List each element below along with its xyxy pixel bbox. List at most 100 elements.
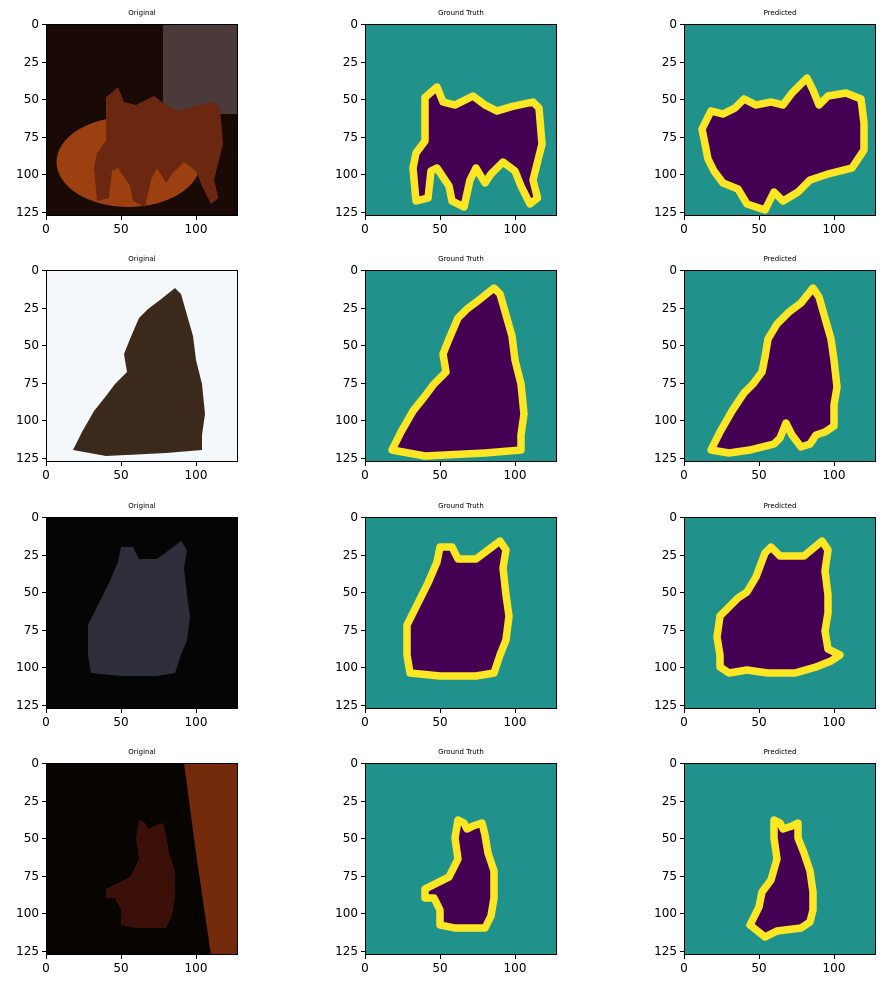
mask-image-panel: Ground Truth 0 25 50 75 100 125 0 50 100: [335, 502, 557, 729]
x-tick-label: 100: [503, 715, 527, 729]
x-tick: [196, 955, 197, 959]
original-image-panel: Original 0 25 50 75 100 125 0 50 100: [16, 255, 238, 482]
panel-title: Ground Truth: [438, 9, 484, 17]
x-tick-label: 50: [113, 961, 129, 975]
y-tick-label: 0: [350, 263, 358, 277]
segmentation-mask: [684, 270, 876, 462]
y-tick: [42, 99, 46, 100]
x-tick-label: 50: [113, 715, 129, 729]
x-tick-label: 0: [42, 468, 50, 482]
y-tick-label: 25: [23, 547, 39, 562]
y-tick: [42, 592, 46, 593]
y-tick-label: 0: [669, 17, 677, 31]
y-tick: [361, 704, 365, 706]
mask-image-panel: Predicted 0 25 50 75 100 125 0 50 100: [654, 9, 876, 236]
y-tick: [42, 457, 46, 459]
x-tick: [515, 216, 516, 220]
y-tick: [361, 913, 365, 914]
x-tick: [440, 955, 441, 959]
y-tick-label: 25: [342, 793, 358, 808]
axes-frame: [365, 517, 557, 709]
mask-foreground: [421, 816, 498, 932]
y-tick-label: 75: [661, 375, 677, 390]
y-tick-label: 75: [661, 622, 677, 637]
y-tick-label: 25: [342, 300, 358, 315]
y-tick: [361, 838, 365, 839]
y-tick-label: 0: [669, 756, 677, 770]
y-tick: [680, 875, 684, 877]
axes-frame: [684, 270, 876, 462]
y-tick-label: 75: [661, 129, 677, 144]
y-tick-label: 50: [661, 585, 677, 599]
axes-frame: [46, 270, 238, 462]
panel-title: Original: [128, 255, 156, 263]
axes-frame: [365, 24, 557, 216]
y-tick: [42, 174, 46, 175]
y-tick: [361, 307, 365, 309]
panel-title: Original: [128, 9, 156, 17]
x-tick: [196, 216, 197, 220]
y-tick-label: 25: [661, 793, 677, 808]
x-tick: [515, 955, 516, 959]
y-tick-label: 25: [342, 54, 358, 69]
segmentation-mask: [365, 270, 557, 462]
segmentation-mask: [365, 517, 557, 709]
y-tick: [42, 24, 46, 25]
x-tick-label: 100: [184, 468, 208, 482]
mask-image-panel: Predicted 0 25 50 75 100 125 0 50 100: [654, 255, 876, 482]
y-tick: [361, 174, 365, 175]
y-tick-label: 0: [31, 510, 39, 524]
x-tick-label: 50: [113, 222, 129, 236]
y-tick-label: 50: [342, 831, 358, 845]
original-image-panel: Original 0 25 50 75 100 125 0 50 100: [16, 748, 238, 975]
y-tick: [680, 800, 684, 802]
x-tick-label: 0: [361, 961, 369, 975]
y-tick: [361, 629, 365, 631]
y-tick: [361, 800, 365, 802]
y-tick-label: 75: [342, 868, 358, 883]
x-tick: [196, 462, 197, 466]
y-tick: [361, 382, 365, 384]
x-tick-label: 100: [184, 222, 208, 236]
y-tick: [680, 667, 684, 668]
y-tick: [361, 554, 365, 556]
y-tick: [42, 517, 46, 518]
x-tick-label: 100: [822, 715, 846, 729]
cat-photo: [46, 517, 238, 709]
y-tick-label: 125: [16, 697, 39, 712]
y-tick: [361, 457, 365, 459]
x-tick: [196, 709, 197, 713]
x-tick-label: 0: [42, 222, 50, 236]
y-tick: [361, 667, 365, 668]
x-tick: [834, 955, 835, 959]
y-tick: [42, 629, 46, 631]
y-tick-label: 75: [342, 375, 358, 390]
y-tick: [680, 61, 684, 63]
y-tick: [361, 875, 365, 877]
y-tick-label: 50: [23, 92, 39, 106]
x-tick: [515, 709, 516, 713]
y-tick: [361, 136, 365, 138]
x-tick-label: 0: [42, 715, 50, 729]
axes-frame: [46, 517, 238, 709]
segmentation-mask: [365, 24, 557, 216]
x-tick-label: 0: [680, 468, 688, 482]
mask-foreground: [698, 74, 868, 214]
cat-silhouette: [73, 288, 205, 456]
y-tick-label: 50: [342, 338, 358, 352]
x-tick-label: 50: [751, 222, 767, 236]
cat-photo: [46, 24, 238, 216]
axes-frame: [684, 24, 876, 216]
mask-image-panel: Ground Truth 0 25 50 75 100 125 0 50 100: [335, 9, 557, 236]
mask-foreground: [713, 537, 844, 677]
y-tick: [680, 307, 684, 309]
mask-image-panel: Ground Truth 0 25 50 75 100 125 0 50 100: [335, 748, 557, 975]
y-tick-label: 75: [23, 129, 39, 144]
y-tick: [361, 99, 365, 100]
mask-image-panel: Ground Truth 0 25 50 75 100 125 0 50 100: [335, 255, 557, 482]
y-tick: [680, 913, 684, 914]
y-tick-label: 0: [350, 756, 358, 770]
x-tick: [365, 462, 366, 466]
y-tick-label: 0: [669, 263, 677, 277]
x-tick: [46, 462, 47, 466]
